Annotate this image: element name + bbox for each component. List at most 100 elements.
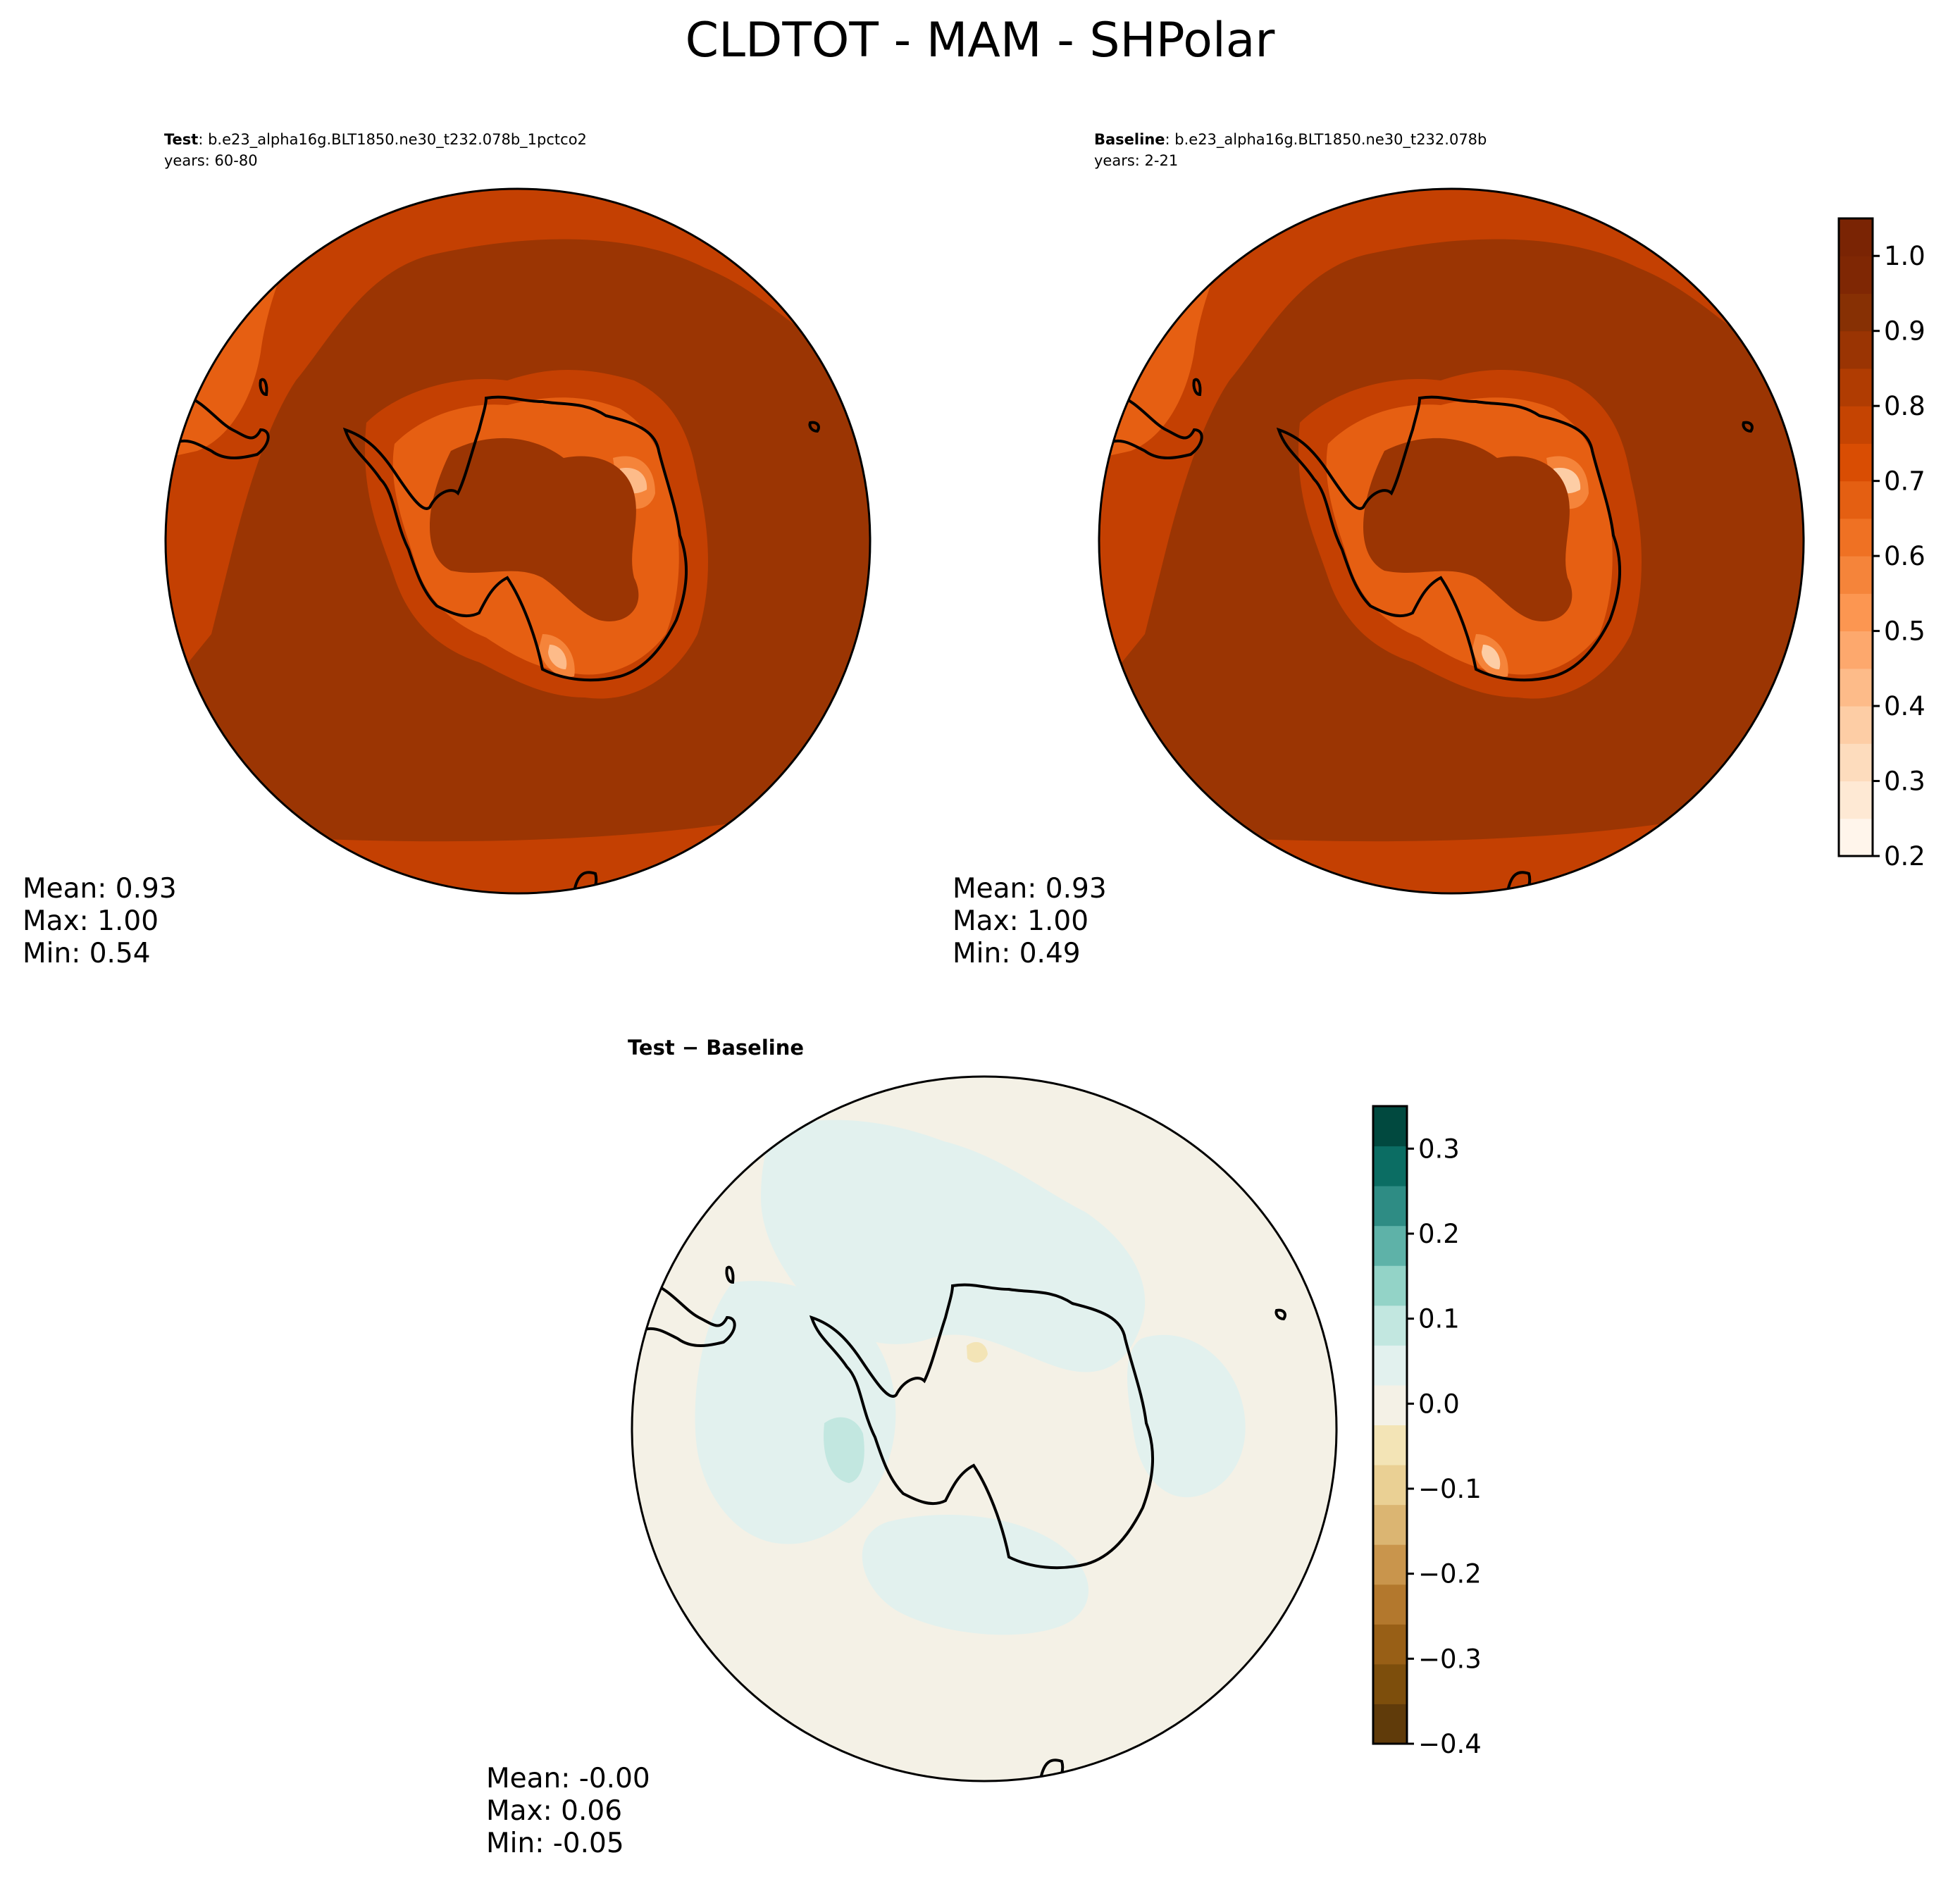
colorbar-cloud-fraction-segment	[1839, 330, 1873, 369]
panel-test-title: Test: b.e23_alpha16g.BLT1850.ne30_t232.0…	[164, 131, 587, 149]
panel-test-years: years: 60-80	[164, 152, 258, 169]
map-test-coastline	[342, 395, 688, 682]
map-baseline-coastline	[1276, 395, 1622, 682]
colorbar-difference-tick-label: 0.1	[1418, 1304, 1460, 1334]
colorbar-difference-segment	[1373, 1146, 1407, 1186]
colorbar-cloud-fraction-segment	[1839, 256, 1873, 294]
colorbar-difference-segment	[1373, 1584, 1407, 1625]
map-difference-patch-interior	[967, 1341, 988, 1363]
colorbar-cloud-fraction-segment	[1839, 818, 1873, 857]
panel-baseline-title-bold: Baseline	[1094, 131, 1165, 148]
map-difference-positive-region-north	[761, 1120, 1146, 1372]
colorbar-difference-segment	[1373, 1425, 1407, 1465]
colorbar-cloud-fraction-segment	[1839, 293, 1873, 332]
colorbar-difference-segment	[1373, 1225, 1407, 1266]
map-difference-patch-weddell	[824, 1417, 864, 1483]
panel-baseline-title-case: : b.e23_alpha16g.BLT1850.ne30_t232.078b	[1165, 131, 1487, 149]
stat-test-min: Min: 0.54	[23, 938, 151, 969]
colorbar-cloud-fraction: 0.2 0.3 0.4 0.5 0.6 0.7 0.8 0.9 1.0	[1837, 217, 1925, 872]
colorbar-difference-tick-label: 0.2	[1418, 1219, 1460, 1249]
figure-title: CLDTOT - MAM - SHPolar	[686, 13, 1275, 68]
colorbar-difference-segment	[1373, 1305, 1407, 1346]
colorbar-difference-segment	[1373, 1384, 1407, 1425]
map-difference-positive-region-east	[1127, 1334, 1246, 1498]
colorbar-difference-segment	[1373, 1106, 1407, 1147]
colorbar-difference-tick-label: −0.4	[1418, 1729, 1482, 1759]
colorbar-difference-segment	[1373, 1265, 1407, 1306]
colorbar-cloud-fraction-tick-label: 0.3	[1884, 767, 1925, 797]
map-difference-island-falklands	[725, 1265, 735, 1284]
stat-difference-min: Min: -0.05	[486, 1828, 624, 1859]
panel-test: Test: b.e23_alpha16g.BLT1850.ne30_t232.0…	[23, 131, 872, 969]
colorbar-cloud-fraction-segment	[1839, 406, 1873, 444]
colorbar-difference-segment	[1373, 1504, 1407, 1545]
colorbar-difference-segment	[1373, 1465, 1407, 1506]
map-test-northern-band	[166, 189, 870, 690]
map-test	[166, 189, 870, 893]
map-difference-positive-region-south	[862, 1515, 1088, 1635]
colorbar-difference-segment	[1373, 1544, 1407, 1585]
colorbar-cloud-fraction-segment	[1839, 743, 1873, 782]
panel-baseline: Baseline: b.e23_alpha16g.BLT1850.ne30_t2…	[953, 131, 1805, 969]
colorbar-difference-segment	[1373, 1186, 1407, 1227]
map-baseline	[1099, 189, 1804, 893]
map-test-south-america	[172, 393, 270, 459]
map-baseline-interior	[1363, 438, 1573, 621]
panel-test-title-case: : b.e23_alpha16g.BLT1850.ne30_t232.078b_…	[198, 131, 587, 149]
panel-difference-title: Test − Baseline	[628, 1036, 804, 1060]
map-test-island-falklands	[259, 378, 268, 397]
map-baseline-island-kerguelen	[1742, 421, 1754, 433]
map-baseline-ice-edge-peak	[1482, 468, 1581, 669]
colorbar-difference-segment	[1373, 1704, 1407, 1744]
stat-difference-mean: Mean: -0.00	[486, 1763, 650, 1794]
colorbar-difference-tick-label: −0.3	[1418, 1644, 1482, 1674]
colorbar-difference-tick-label: 0.0	[1418, 1389, 1460, 1419]
colorbar-cloud-fraction-tick-label: 0.9	[1884, 316, 1925, 347]
map-test-island-kerguelen	[808, 421, 820, 433]
colorbar-cloud-fraction-tick-label: 0.2	[1884, 841, 1925, 872]
map-difference-south-america	[638, 1281, 736, 1347]
colorbar-cloud-fraction-segment	[1839, 706, 1873, 744]
stat-difference-max: Max: 0.06	[486, 1795, 622, 1827]
colorbar-difference: −0.4 −0.3 −0.2 −0.1 0.0 0.1 0.2 0.3	[1372, 1105, 1482, 1759]
colorbar-cloud-fraction-tick-label: 0.5	[1884, 616, 1925, 647]
colorbar-cloud-fraction-segment	[1839, 781, 1873, 819]
colorbar-difference-segment	[1373, 1345, 1407, 1386]
colorbar-cloud-fraction-segment	[1839, 593, 1873, 632]
colorbar-cloud-fraction-tick-label: 0.4	[1884, 691, 1925, 721]
stat-baseline-mean: Mean: 0.93	[953, 873, 1107, 905]
colorbar-cloud-fraction-frame	[1837, 217, 1874, 857]
colorbar-difference-tick-label: −0.1	[1418, 1474, 1482, 1504]
colorbar-cloud-fraction-segment	[1839, 556, 1873, 594]
colorbar-cloud-fraction-segment	[1839, 218, 1873, 256]
map-baseline-island-falklands	[1192, 378, 1202, 397]
colorbar-cloud-fraction-segment	[1839, 668, 1873, 707]
panel-baseline-years: years: 2-21	[1094, 152, 1178, 169]
colorbar-cloud-fraction-tick-label: 0.7	[1884, 466, 1925, 497]
colorbar-difference-frame	[1372, 1105, 1408, 1745]
colorbar-cloud-fraction-segment	[1839, 480, 1873, 519]
colorbar-cloud-fraction-tick-label: 1.0	[1884, 241, 1925, 271]
colorbar-difference-segment	[1373, 1624, 1407, 1665]
panel-baseline-title: Baseline: b.e23_alpha16g.BLT1850.ne30_t2…	[1094, 131, 1487, 149]
map-difference-coastline	[809, 1283, 1155, 1570]
panel-difference: Test − Baseline Mean: -0.00 Max: 0.06 Mi…	[486, 1036, 1338, 1859]
colorbar-difference-tick-label: −0.2	[1418, 1559, 1482, 1589]
map-difference-island-kerguelen	[1274, 1308, 1286, 1321]
map-test-interior	[430, 438, 639, 621]
map-difference	[632, 1077, 1336, 1781]
colorbar-difference-tick-label: 0.3	[1418, 1134, 1460, 1164]
colorbar-cloud-fraction-segment	[1839, 443, 1873, 482]
colorbar-cloud-fraction-segment	[1839, 518, 1873, 557]
map-difference-boundary	[631, 1075, 1338, 1782]
panel-test-title-bold: Test	[164, 131, 198, 148]
map-baseline-boundary	[1098, 187, 1805, 895]
map-test-ice-edge-peak	[548, 468, 647, 669]
stat-test-max: Max: 1.00	[23, 905, 159, 937]
colorbar-cloud-fraction-tick-label: 0.6	[1884, 541, 1925, 571]
colorbar-cloud-fraction-segment	[1839, 368, 1873, 407]
map-test-boundary	[164, 187, 872, 895]
colorbar-difference-segment	[1373, 1663, 1407, 1704]
map-baseline-northern-band	[1099, 189, 1804, 690]
